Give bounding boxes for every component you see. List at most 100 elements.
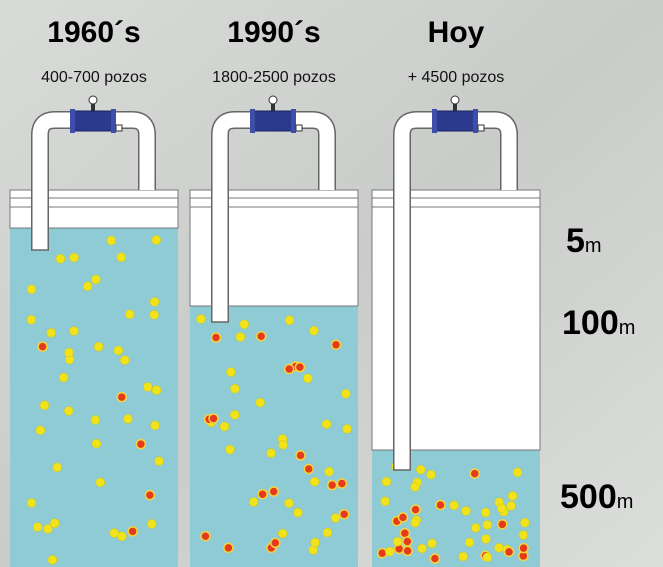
particle — [150, 420, 160, 431]
particle — [52, 462, 62, 473]
valve-stem — [453, 104, 457, 112]
particle — [381, 476, 392, 487]
particle — [277, 528, 288, 539]
particle — [402, 545, 413, 557]
particle — [26, 314, 37, 325]
particle — [95, 477, 106, 488]
particle — [266, 448, 276, 458]
valve-box — [115, 124, 123, 132]
particle — [295, 450, 306, 461]
valve-stem — [91, 104, 95, 112]
particle — [120, 355, 130, 365]
particle — [200, 531, 211, 542]
particle — [255, 331, 267, 342]
depth-label: 500m — [560, 478, 633, 516]
valve-box — [477, 124, 485, 132]
column-subtitle: 400-700 pozos — [41, 69, 147, 86]
particle — [518, 530, 529, 540]
particle — [255, 397, 265, 408]
particle — [46, 328, 56, 338]
particle — [50, 518, 60, 528]
particle — [91, 438, 102, 449]
column: Hoy + 4500 pozos — [371, 16, 541, 567]
particle — [144, 489, 156, 501]
particle — [482, 520, 493, 530]
particle — [37, 341, 48, 352]
particle — [417, 543, 427, 554]
depth-label: 100m — [562, 304, 635, 342]
particle — [341, 388, 351, 399]
particle — [324, 466, 334, 477]
particle — [416, 464, 426, 475]
particle — [270, 537, 281, 549]
depth-unit: m — [617, 491, 634, 513]
particle — [427, 538, 437, 549]
particle — [302, 373, 313, 384]
particle — [116, 391, 128, 403]
valve-stem — [271, 104, 275, 112]
particle — [278, 440, 288, 450]
particle — [497, 519, 508, 530]
particle — [149, 297, 160, 307]
depth-value: 5 — [566, 222, 585, 260]
particle — [248, 497, 259, 507]
particle — [380, 496, 390, 507]
particle — [93, 342, 104, 352]
particle — [494, 543, 504, 553]
particle — [268, 486, 279, 497]
particle — [116, 252, 126, 263]
particle — [294, 361, 306, 373]
particle — [69, 326, 79, 336]
depth-value: 500 — [560, 478, 617, 516]
particle — [35, 425, 46, 436]
gauge — [268, 95, 278, 105]
water — [190, 306, 358, 567]
particle — [402, 536, 413, 547]
particle — [154, 456, 164, 466]
particle — [135, 438, 147, 450]
particle — [330, 339, 342, 351]
particle — [342, 424, 352, 434]
particle — [230, 383, 240, 394]
particle — [55, 254, 66, 264]
particle — [410, 482, 420, 492]
particle — [518, 542, 529, 554]
depth-unit: m — [619, 317, 636, 339]
particle — [43, 524, 53, 534]
valve-flange — [291, 109, 296, 133]
particle — [149, 310, 159, 320]
particle — [503, 546, 515, 558]
depth-value: 100 — [562, 304, 619, 342]
particle — [284, 498, 294, 508]
particle — [303, 463, 315, 475]
gauge — [450, 95, 460, 105]
particle — [123, 414, 133, 424]
particle — [496, 503, 507, 514]
particle — [223, 542, 234, 554]
particle — [470, 523, 481, 533]
particle — [151, 385, 162, 395]
particle — [283, 363, 295, 375]
particle — [482, 552, 493, 562]
column-title: 1960´s — [47, 16, 140, 49]
particle — [147, 519, 157, 529]
column-subtitle: + 4500 pozos — [408, 69, 505, 86]
valve-flange — [250, 109, 255, 133]
particle — [507, 491, 518, 501]
particle — [520, 517, 530, 528]
column: 1990´s 1800-2500 pozos — [189, 16, 359, 567]
particle — [392, 536, 403, 547]
particle — [26, 498, 37, 508]
particle — [426, 469, 436, 480]
columns: 1960´s 400-700 pozos 1990´s 1800-2500 pozos… — [9, 16, 541, 567]
particle — [410, 517, 421, 528]
valve — [435, 110, 475, 132]
particle — [410, 504, 421, 515]
particle — [429, 553, 441, 564]
valve-flange — [111, 109, 116, 133]
particle — [239, 319, 249, 330]
depth-unit: m — [585, 235, 602, 257]
particle — [449, 500, 459, 511]
valve-flange — [473, 109, 478, 133]
column-subtitle: 1800-2500 pozos — [212, 69, 336, 86]
